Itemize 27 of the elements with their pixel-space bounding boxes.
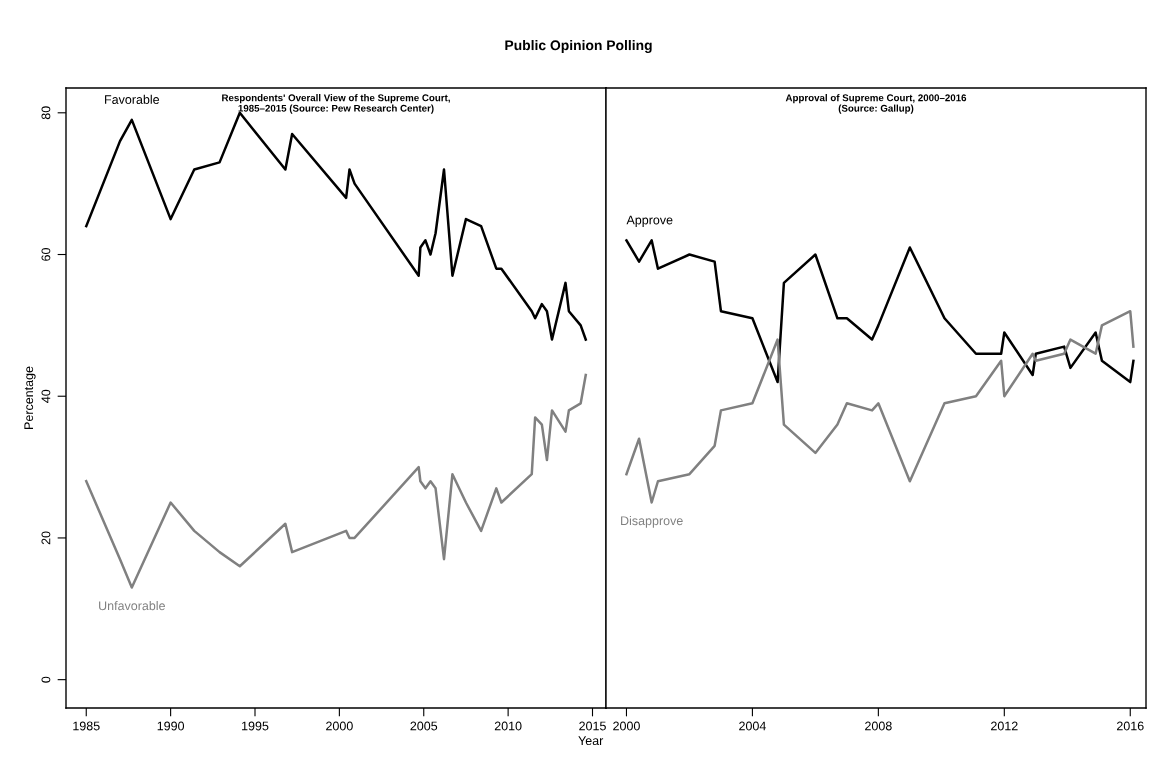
y-tick-label: 80: [41, 106, 51, 120]
x-tick-label: 2015: [579, 721, 606, 731]
x-axis-title: Year: [578, 736, 604, 746]
x-tick-label: 2000: [613, 721, 640, 731]
y-tick-label: 60: [41, 248, 51, 261]
line-series: [85, 373, 587, 589]
x-tick-label: 2012: [991, 721, 1018, 731]
y-axis-title: Percentage: [24, 366, 36, 429]
text: Approval of Supreme Court, 2000–2016 (Source: Gallup): [785, 94, 967, 114]
text: Respondents' Overall View of the Supreme Court, 1985–2015 (Source: Pew Research Center): [222, 94, 450, 114]
y-tick-label: 20: [41, 531, 51, 545]
series-label: Approve: [626, 215, 673, 227]
x-tick-label: 1995: [242, 721, 269, 731]
x-tick-label: 2016: [1116, 721, 1144, 731]
x-tick-label: 1985: [73, 721, 100, 731]
x-tick-label: 2008: [865, 721, 892, 731]
series-label: Disapprove: [621, 515, 683, 528]
x-tick-label: 2005: [410, 721, 438, 731]
x-tick-label: 2000: [326, 721, 353, 731]
y-tick-label: 0: [41, 676, 51, 683]
x-tick-label: 2010: [494, 721, 522, 731]
x-tick-label: 1990: [157, 721, 185, 731]
text: Public Opinion Polling: [505, 40, 652, 54]
x-tick-label: 2004: [739, 721, 766, 731]
series-label: Favorable: [105, 94, 160, 104]
series-label: Unfavorable: [99, 601, 165, 611]
y-tick-label: 40: [41, 389, 51, 403]
